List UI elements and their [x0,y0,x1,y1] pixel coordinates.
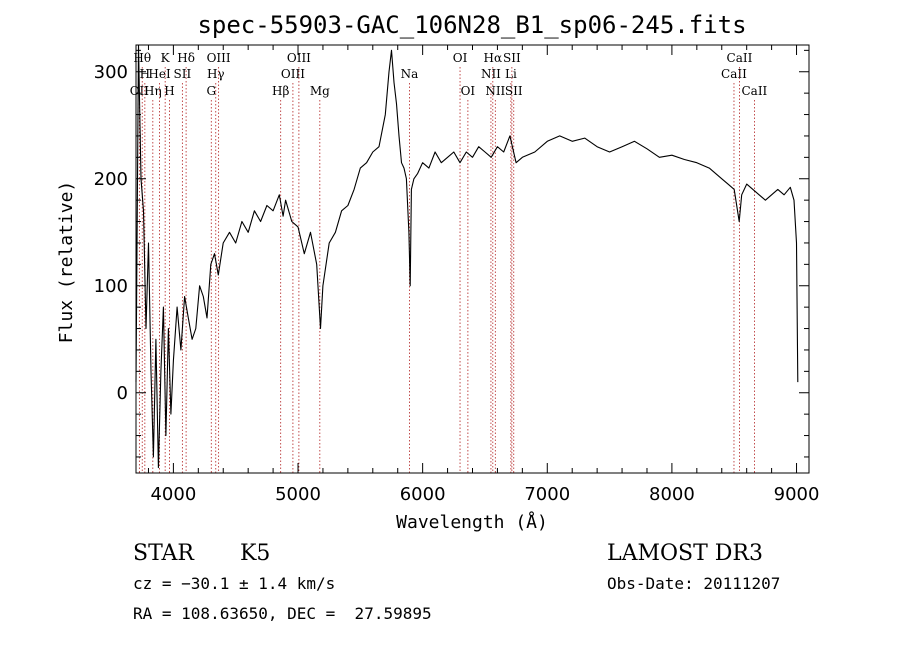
line-marker-label: Li [505,67,517,81]
survey-label: LAMOST DR3 [607,541,763,566]
line-marker-label: SII [174,67,192,81]
line-marker-label: CaII [721,67,747,81]
line-marker-label: G [206,84,216,98]
x-axis: 4000 5000 6000 7000 8000 9000 [147,45,820,505]
line-marker-label: OIII [207,51,231,65]
line-marker-label: K [161,51,171,65]
line-marker-label: H [140,67,150,81]
y-axis-label: Flux (relative) [56,181,77,344]
y-tick-label: 100 [94,276,128,297]
redshift-text: cz = −30.1 ± 1.4 km/s [133,574,335,593]
x-tick-label: 4000 [150,484,196,505]
line-marker-label: SII [505,84,523,98]
line-marker-label: H [164,84,174,98]
line-marker-label: OIII [287,51,311,65]
line-marker-label: CaII [741,84,767,98]
line-marker-label: OI [461,84,476,98]
line-marker-label: Hα [484,51,503,65]
x-tick-label: 8000 [649,484,695,505]
subclass: K5 [240,541,270,566]
line-marker-label: HeI [148,67,171,81]
line-marker-label: Hθ [133,51,151,65]
plot-frame [135,44,810,474]
line-marker-label: Hβ [272,84,289,98]
line-marker-label: CaII [727,51,753,65]
x-tick-label: 7000 [524,484,570,505]
x-tick-label: 9000 [774,484,820,505]
line-marker-label: SII [503,51,521,65]
line-marker-label: OIII [281,67,305,81]
y-tick-label: 200 [94,169,128,190]
line-marker-label: Mg [310,84,330,98]
obs-date: Obs-Date: 20111207 [607,574,780,593]
line-marker-label: Hη [144,84,162,98]
line-marker-label: NII [481,67,501,81]
y-tick-label: 0 [117,383,128,404]
x-tick-label: 5000 [275,484,321,505]
line-marker-label: Na [401,67,419,81]
coordinates: RA = 108.63650, DEC = 27.59895 [133,604,432,623]
spectrum-line [135,44,799,469]
spectrum-series [135,44,799,469]
x-axis-label: Wavelength (Å) [396,511,548,533]
chart-title: spec-55903-GAC_106N28_B1_sp06-245.fits [197,11,746,39]
line-marker-label: OI [453,51,468,65]
y-tick-label: 300 [94,62,128,83]
line-marker-label: Hγ [207,67,225,81]
y-axis: 0 100 200 300 [94,49,809,458]
line-marker-label: Hδ [177,51,195,65]
line-marker-label: NII [485,84,505,98]
object-class: STAR [133,541,195,566]
x-tick-label: 6000 [400,484,446,505]
line-markers: OIIHθHHηHeIKHSIIHδGHγOIIIHβOIIIOIIIMgNaO… [130,51,768,473]
